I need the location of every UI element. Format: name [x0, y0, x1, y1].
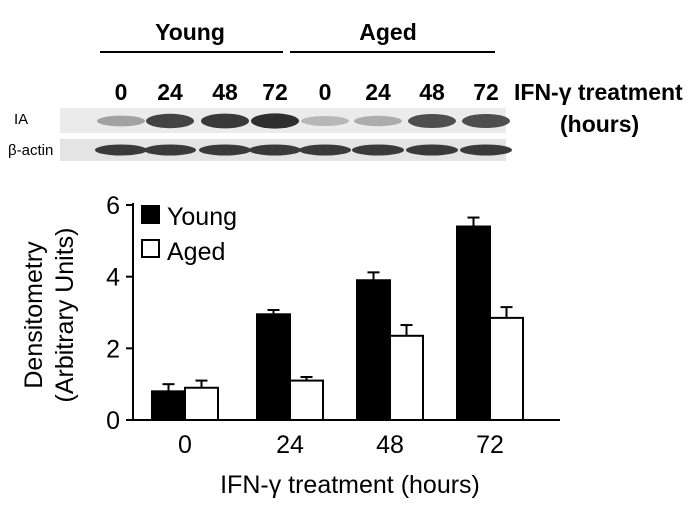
bar-young [456, 225, 491, 421]
ia-band [301, 116, 349, 126]
actin-band [95, 144, 147, 156]
bar-aged [184, 386, 219, 421]
ia-band [97, 115, 145, 127]
lane-label: 0 [319, 79, 332, 105]
actin-band [406, 144, 458, 156]
blot-bands [95, 113, 512, 156]
ia-band [201, 113, 249, 129]
bar-young [151, 390, 186, 422]
x-tick-label: 0 [178, 431, 192, 459]
legend-label-aged: Aged [167, 238, 225, 266]
bar-aged [489, 316, 524, 421]
lane-label: 72 [473, 79, 499, 105]
x-axis-title: IFN-γ treatment (hours) [220, 471, 480, 499]
y-tick-label: 0 [106, 407, 120, 435]
legend-swatch-aged [141, 239, 160, 258]
actin-band [299, 144, 351, 156]
lane-label: 24 [157, 79, 183, 105]
row-label-actin: β-actin [8, 142, 53, 159]
y-axis-title-line2: (Arbitrary Units) [51, 227, 79, 402]
actin-band [460, 144, 512, 156]
ia-band [408, 114, 456, 128]
bar-aged [389, 334, 424, 421]
y-tick-label: 4 [106, 264, 120, 292]
legend: Young Aged [141, 203, 237, 266]
bar-young [256, 313, 291, 421]
legend-label-young: Young [167, 203, 237, 231]
bar-aged [289, 379, 324, 422]
ia-band [146, 113, 194, 129]
x-tick-label: 48 [376, 431, 404, 459]
y-axis-title-line1: Densitometry [20, 241, 48, 389]
ia-band [251, 113, 299, 129]
y-tick-label: 6 [106, 192, 120, 220]
ia-band [354, 115, 402, 127]
row-label-ia: IA [14, 111, 28, 128]
x-ticks: 0 24 48 72 [178, 431, 504, 459]
bar-young [356, 279, 391, 421]
actin-band [249, 144, 301, 156]
actin-band [199, 144, 251, 156]
actin-band [352, 144, 404, 156]
group-label-young: Young [155, 19, 225, 45]
x-tick-label: 24 [276, 431, 304, 459]
lane-label: 72 [262, 79, 288, 105]
lane-label: 48 [212, 79, 238, 105]
treatment-unit-label: (hours) [560, 111, 639, 137]
x-tick-label: 72 [476, 431, 504, 459]
blot-panel: Young Aged 0 24 48 72 0 24 48 72 IFN-γ treatmen… [8, 19, 683, 161]
group-label-aged: Aged [359, 19, 417, 45]
ia-band [462, 114, 510, 128]
bars [151, 216, 524, 422]
y-tick-label: 2 [106, 335, 120, 363]
actin-band [144, 144, 196, 156]
treatment-label: IFN-γ treatment [514, 79, 683, 105]
y-ticks: 0 2 4 6 [106, 192, 133, 435]
lane-label: 24 [365, 79, 391, 105]
lane-labels: 0 24 48 72 0 24 48 72 [115, 79, 499, 105]
lane-label: 0 [115, 79, 128, 105]
legend-swatch-young [141, 205, 160, 224]
lane-label: 48 [419, 79, 445, 105]
